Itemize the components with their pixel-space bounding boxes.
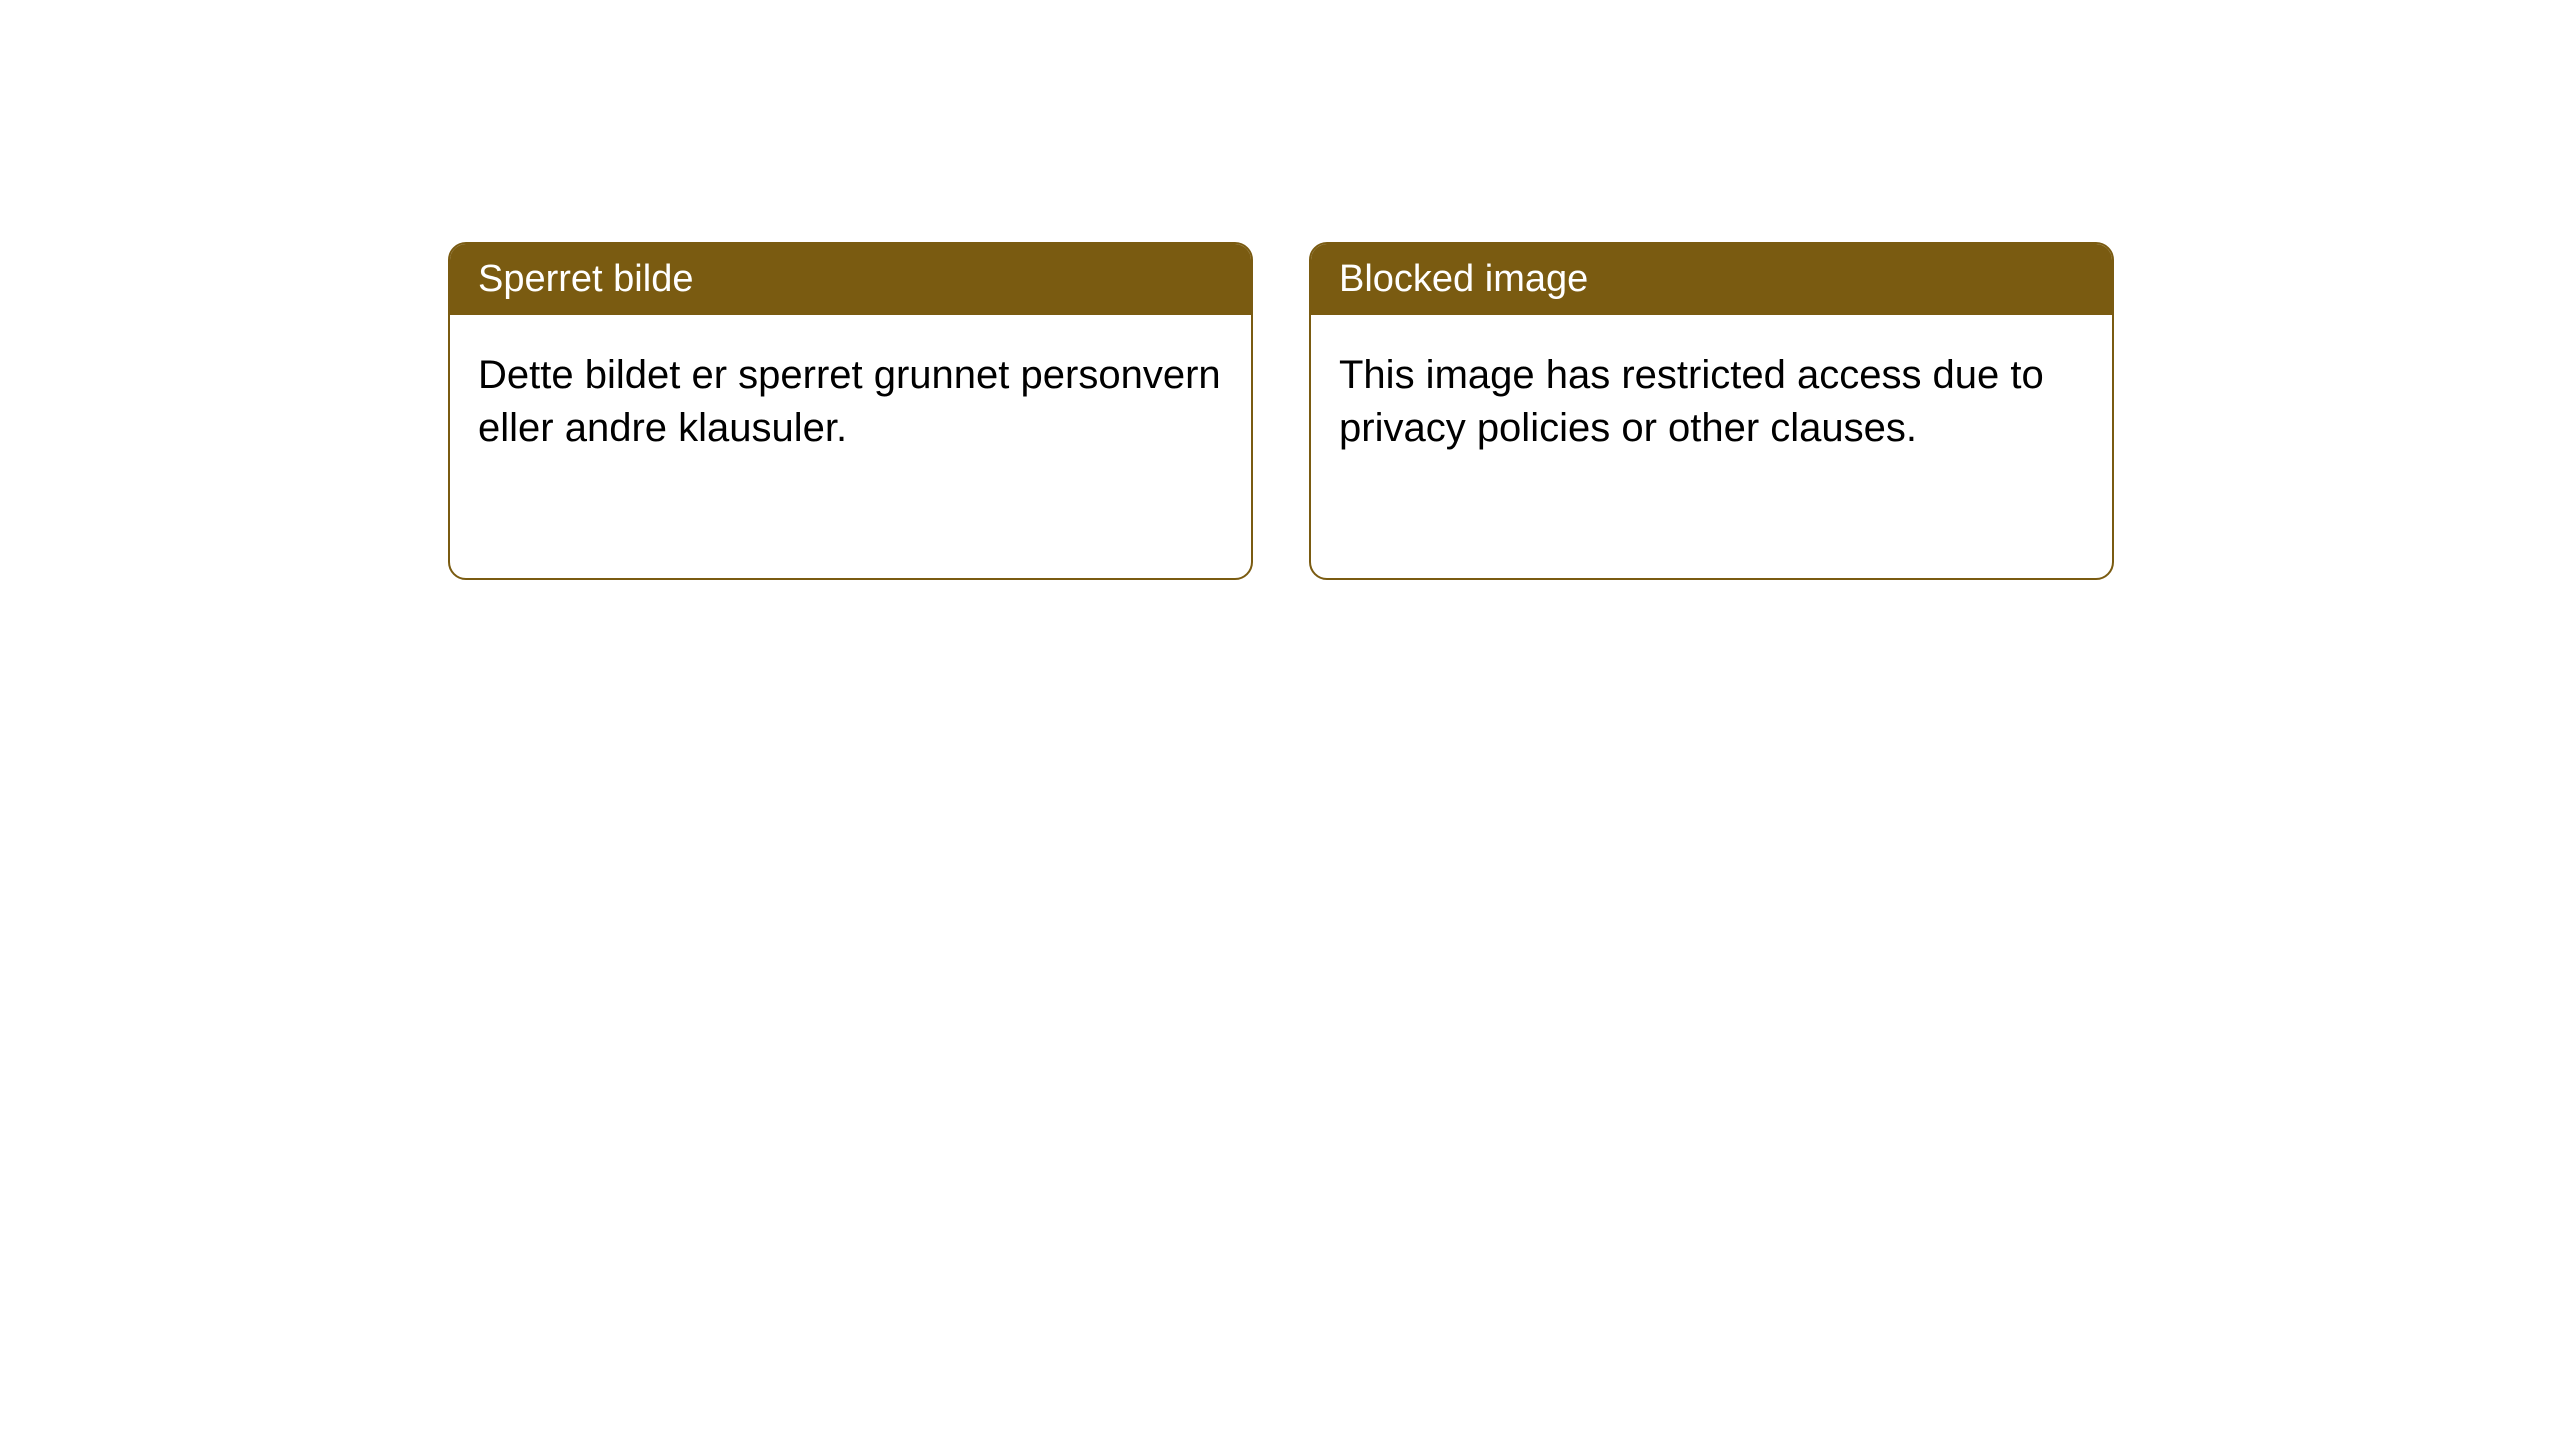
blocked-image-card-english: Blocked image This image has restricted … bbox=[1309, 242, 2114, 580]
card-body: This image has restricted access due to … bbox=[1311, 315, 2112, 489]
card-header: Sperret bilde bbox=[450, 244, 1251, 315]
card-header: Blocked image bbox=[1311, 244, 2112, 315]
card-body-text: Dette bildet er sperret grunnet personve… bbox=[478, 353, 1221, 450]
notice-cards-container: Sperret bilde Dette bildet er sperret gr… bbox=[448, 242, 2114, 580]
card-body: Dette bildet er sperret grunnet personve… bbox=[450, 315, 1251, 489]
card-body-text: This image has restricted access due to … bbox=[1339, 353, 2044, 450]
blocked-image-card-norwegian: Sperret bilde Dette bildet er sperret gr… bbox=[448, 242, 1253, 580]
card-title: Blocked image bbox=[1339, 258, 1588, 300]
card-title: Sperret bilde bbox=[478, 258, 693, 300]
